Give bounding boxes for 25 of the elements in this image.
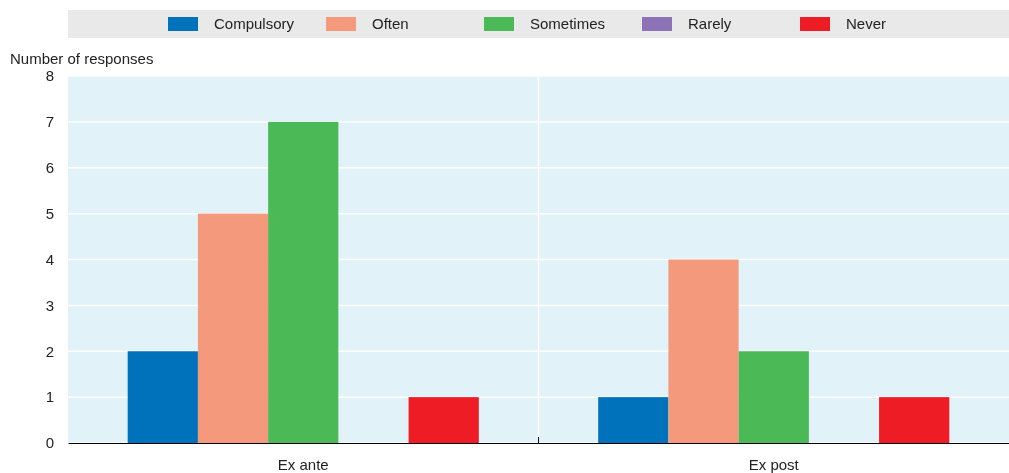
x-tick-label: Ex post — [748, 455, 800, 473]
y-tick-label: 4 — [45, 250, 54, 268]
bar — [668, 259, 739, 443]
y-tick-label: 6 — [45, 159, 54, 177]
legend-label: Often — [372, 15, 409, 32]
bar — [879, 397, 950, 443]
y-tick-label: 0 — [45, 434, 54, 452]
y-axis-title: Number of responses — [10, 50, 154, 67]
bar — [197, 213, 269, 443]
y-tick-label: 5 — [45, 204, 54, 222]
legend-label: Sometimes — [530, 15, 606, 32]
legend-label: Compulsory — [214, 15, 295, 32]
bar — [738, 351, 809, 443]
y-tick-label: 1 — [45, 388, 54, 406]
x-tick-label: Ex ante — [277, 455, 329, 473]
y-tick-label: 7 — [45, 113, 54, 131]
y-tick-label: 3 — [45, 296, 54, 314]
legend-label: Never — [846, 15, 887, 32]
legend-label: Rarely — [688, 15, 732, 32]
bar — [408, 397, 479, 443]
bar — [598, 397, 669, 443]
bar — [127, 351, 198, 443]
y-tick-label: 2 — [45, 342, 54, 360]
y-tick-label: 8 — [45, 67, 54, 85]
bar — [268, 121, 339, 443]
